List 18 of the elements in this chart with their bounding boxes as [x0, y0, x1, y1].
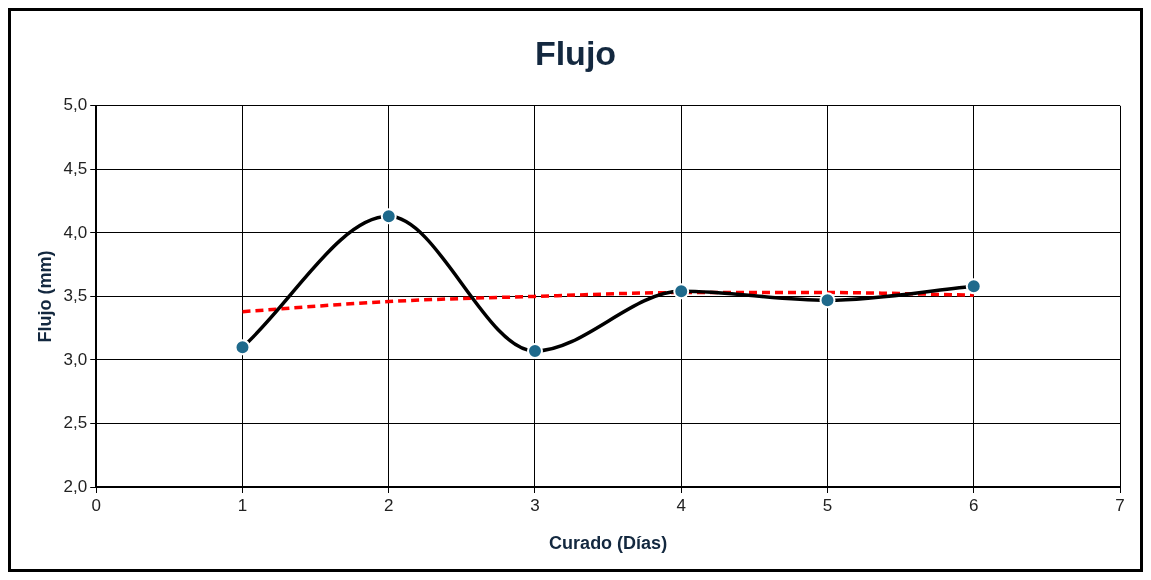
y-tick-label: 4,5 [63, 159, 88, 179]
y-axis-title: Flujo (mm) [34, 250, 55, 343]
y-tick-label: 2,5 [63, 413, 88, 433]
y-tick-label: 4,0 [63, 222, 88, 242]
y-tick-label: 3,5 [63, 286, 88, 306]
x-tick-label: 7 [1115, 495, 1125, 515]
y-tick-label: 3,0 [63, 349, 88, 369]
x-axis-title: Curado (Días) [549, 533, 668, 554]
y-tick-label: 2,0 [63, 476, 88, 496]
y-tick-label: 5,0 [63, 95, 88, 115]
chart-title: Flujo [534, 33, 617, 72]
x-tick-label: 0 [91, 495, 101, 515]
x-tick-label: 1 [237, 495, 248, 515]
x-tick-label: 2 [384, 495, 394, 515]
x-tick-label: 5 [822, 495, 833, 515]
x-tick-label: 4 [676, 495, 686, 515]
x-tick-label: 6 [969, 495, 979, 515]
x-tick-label: 3 [530, 495, 540, 515]
